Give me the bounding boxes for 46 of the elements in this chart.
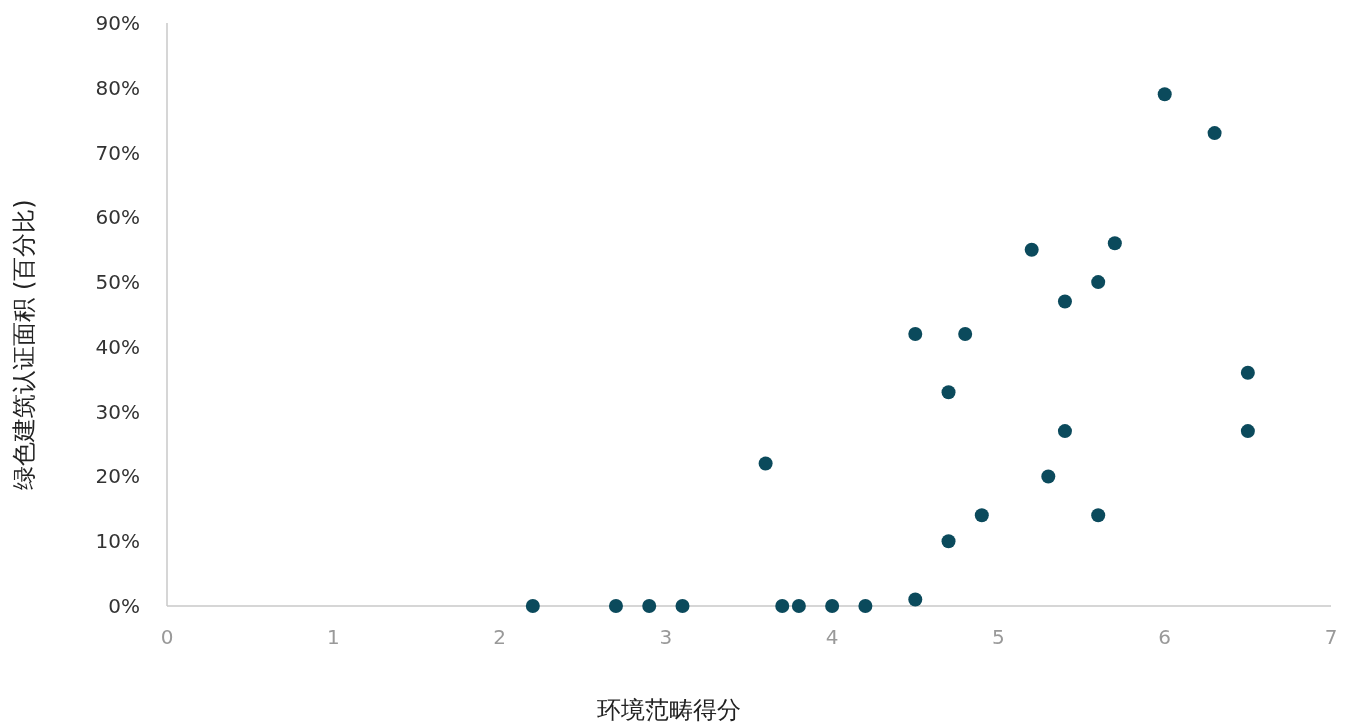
point: [525, 599, 540, 613]
point: [1240, 424, 1255, 439]
point: [1157, 87, 1172, 102]
point: [642, 599, 657, 613]
y-tick-label: 30%: [95, 399, 140, 424]
point: [858, 599, 873, 613]
y-tick-label: 70%: [95, 140, 140, 165]
y-tick-label: 60%: [95, 205, 140, 230]
point: [1057, 294, 1072, 309]
y-tick-label: 90%: [95, 11, 140, 35]
y-axis-title: 绿色建筑认证面积 (百分比): [10, 199, 38, 490]
point: [958, 326, 973, 341]
point: [974, 508, 989, 523]
point: [1107, 236, 1122, 251]
point: [1207, 126, 1222, 141]
point: [941, 385, 956, 400]
point: [908, 592, 923, 607]
point: [1240, 365, 1255, 380]
point: [1024, 242, 1039, 257]
x-tick-label: 4: [825, 625, 839, 649]
point: [775, 599, 790, 613]
point: [941, 534, 956, 549]
point: [1041, 469, 1056, 484]
x-tick-label: 3: [659, 625, 673, 649]
point: [1091, 275, 1106, 290]
x-axis-title: 环境范畴得分: [597, 696, 741, 724]
point: [1057, 424, 1072, 439]
x-tick-label: 5: [992, 625, 1005, 649]
x-tick-label: 7: [1324, 625, 1338, 649]
y-tick-label: 40%: [95, 334, 140, 359]
x-tick-label: 6: [1158, 625, 1172, 649]
y-tick-label: 80%: [95, 75, 140, 100]
point: [825, 599, 840, 613]
y-tick-label: 10%: [95, 529, 140, 554]
y-tick-label: 20%: [95, 464, 140, 489]
x-tick-label: 0: [160, 625, 174, 649]
x-tick-label: 2: [493, 625, 506, 649]
point: [675, 599, 690, 613]
point: [908, 326, 923, 341]
point: [758, 456, 773, 471]
point: [791, 599, 806, 613]
y-tick-label: 50%: [95, 270, 140, 295]
x-tick-label: 1: [326, 625, 340, 649]
point: [1091, 508, 1106, 523]
y-tick-label: 0%: [108, 594, 140, 618]
point: [608, 599, 623, 613]
